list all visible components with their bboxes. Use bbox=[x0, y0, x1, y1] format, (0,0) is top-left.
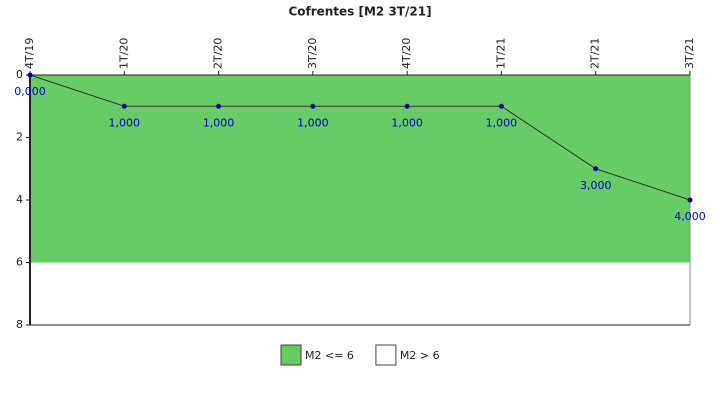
value-label: 4,000 bbox=[674, 210, 706, 223]
value-label: 1,000 bbox=[297, 116, 329, 129]
band bbox=[30, 75, 690, 263]
x-tick-label: 2T/20 bbox=[212, 38, 225, 69]
series-line bbox=[29, 74, 691, 201]
x-tick-label: 2T/21 bbox=[589, 38, 602, 69]
x-tick-label: 3T/20 bbox=[306, 38, 319, 69]
value-label: 0,000 bbox=[14, 85, 46, 98]
value-label: 1,000 bbox=[391, 116, 423, 129]
point bbox=[27, 72, 33, 78]
point bbox=[216, 103, 222, 109]
point bbox=[498, 103, 504, 109]
y-tick-label: 8 bbox=[16, 318, 23, 331]
value-label: 1,000 bbox=[203, 116, 235, 129]
chart-title: Cofrentes [M2 3T/21] bbox=[288, 5, 431, 19]
point bbox=[593, 166, 599, 172]
legend-label: M2 > 6 bbox=[400, 349, 440, 362]
y-tick-label: 2 bbox=[16, 131, 23, 144]
point bbox=[404, 103, 410, 109]
band bbox=[30, 262, 690, 325]
x-tick-label: 4T/20 bbox=[400, 38, 413, 69]
y-tick-label: 0 bbox=[16, 68, 23, 81]
value-label: 1,000 bbox=[486, 116, 518, 129]
x-tick-label: 1T/20 bbox=[117, 38, 130, 69]
legend-swatch bbox=[280, 344, 302, 366]
point bbox=[121, 103, 127, 109]
y-tick-label: 6 bbox=[16, 256, 23, 269]
point bbox=[310, 103, 316, 109]
x-tick-label: 1T/21 bbox=[494, 38, 507, 69]
x-tick-label: 4T/19 bbox=[23, 38, 36, 69]
x-tick-label: 3T/21 bbox=[683, 38, 696, 69]
y-tick-label: 4 bbox=[16, 193, 23, 206]
value-label: 3,000 bbox=[580, 179, 612, 192]
value-label: 1,000 bbox=[109, 116, 141, 129]
legend-label: M2 <= 6 bbox=[305, 349, 354, 362]
point bbox=[687, 197, 693, 203]
legend-swatch bbox=[375, 344, 397, 366]
